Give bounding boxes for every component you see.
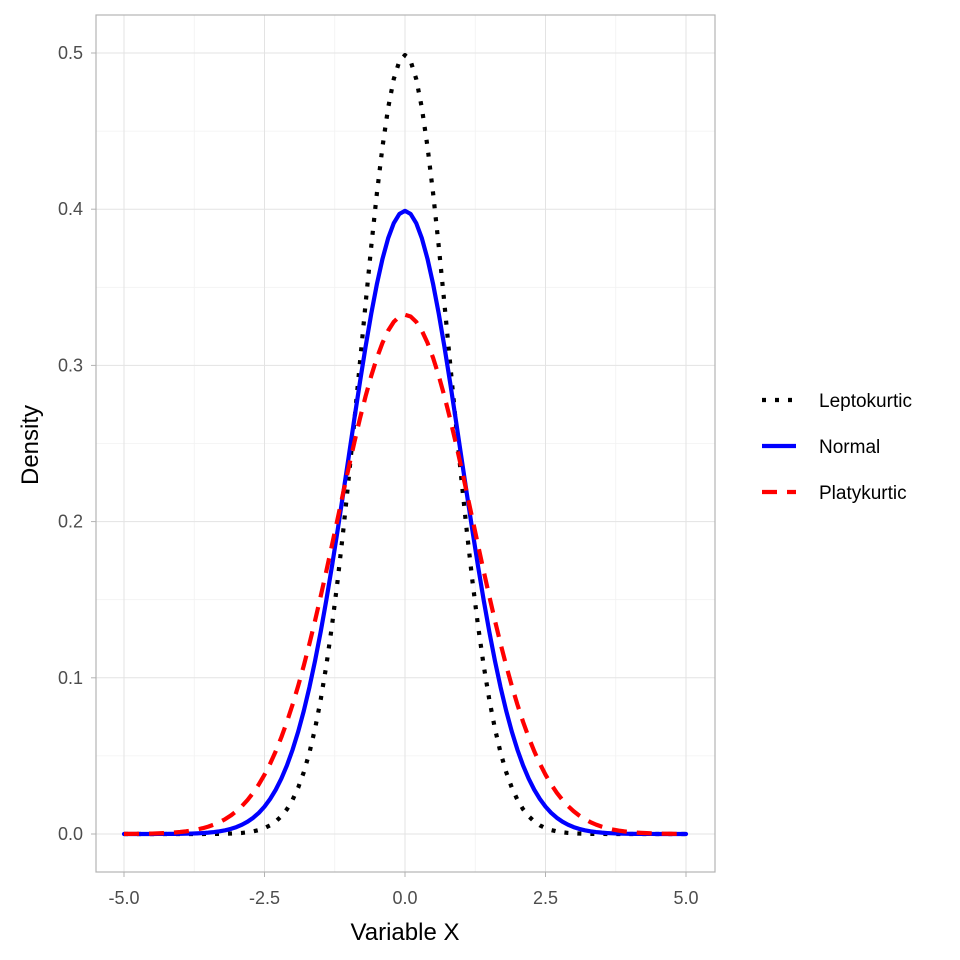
series-lines <box>121 52 689 837</box>
x-tick-label: 0.0 <box>392 888 417 908</box>
grid <box>96 15 715 872</box>
y-tick-label: 0.5 <box>58 43 83 63</box>
y-tick-label: 0.1 <box>58 668 83 688</box>
series-line-normal <box>121 208 689 837</box>
legend-label: Leptokurtic <box>819 391 912 412</box>
series-line-leptokurtic <box>124 52 686 837</box>
y-tick-label: 0.2 <box>58 512 83 532</box>
x-tick-label: 5.0 <box>673 888 698 908</box>
x-tick-label: -2.5 <box>249 888 280 908</box>
x-axis-ticks: -5.0 -2.5 0.0 2.5 5.0 <box>108 872 699 908</box>
y-tick-label: 0.4 <box>58 199 83 219</box>
y-axis-ticks: 0.0 0.1 0.2 0.3 0.4 0.5 <box>58 43 96 844</box>
y-axis-title: Density <box>17 405 44 485</box>
y-tick-label: 0.3 <box>58 355 83 375</box>
y-tick-label: 0.0 <box>58 824 83 844</box>
series-line-platykurtic <box>123 312 687 837</box>
x-tick-label: 2.5 <box>533 888 558 908</box>
x-axis-title: Variable X <box>351 919 460 946</box>
legend-label: Platykurtic <box>819 483 907 504</box>
legend-label: Normal <box>819 437 880 458</box>
legend: Leptokurtic Normal Platykurtic <box>762 391 912 504</box>
x-tick-label: -5.0 <box>108 888 139 908</box>
